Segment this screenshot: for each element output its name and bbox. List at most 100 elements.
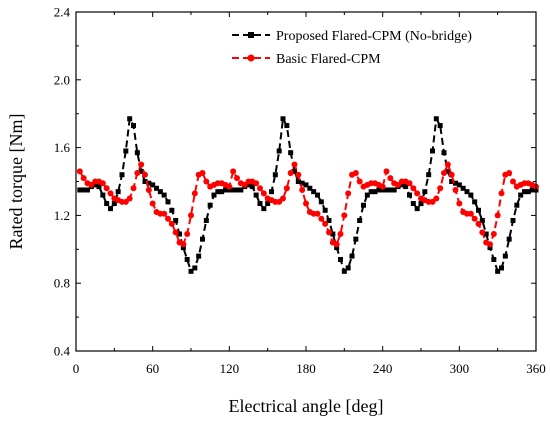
data-point — [76, 168, 83, 175]
data-point — [303, 200, 309, 207]
data-point — [352, 170, 359, 177]
data-point — [410, 201, 416, 207]
data-point — [314, 210, 321, 217]
data-point — [456, 182, 462, 188]
data-point — [510, 178, 516, 185]
data-point — [499, 265, 504, 271]
data-point — [280, 195, 286, 202]
data-point — [460, 185, 466, 191]
data-point — [234, 175, 240, 182]
x-tick-label: 60 — [146, 361, 159, 376]
data-point — [334, 245, 340, 251]
data-point — [445, 168, 451, 174]
data-point — [80, 175, 87, 182]
data-point — [161, 192, 167, 198]
data-point — [287, 170, 294, 177]
data-point — [161, 210, 168, 217]
data-point — [430, 148, 435, 154]
data-point — [284, 123, 290, 129]
data-point — [238, 187, 244, 193]
data-point — [261, 206, 267, 212]
data-point — [303, 182, 309, 188]
data-point — [145, 186, 152, 193]
data-point — [518, 192, 524, 198]
data-point — [92, 182, 98, 188]
data-point — [223, 187, 228, 193]
data-point — [280, 116, 286, 122]
data-point — [361, 202, 366, 208]
data-point — [184, 231, 191, 238]
data-point — [502, 253, 508, 259]
data-point — [471, 215, 478, 222]
data-point — [318, 199, 324, 205]
data-point — [203, 178, 210, 185]
data-point — [315, 192, 320, 198]
data-point — [510, 217, 516, 223]
data-point — [173, 217, 179, 223]
data-point — [410, 185, 417, 192]
data-point — [131, 123, 136, 129]
data-point — [230, 168, 237, 175]
data-point — [226, 187, 232, 193]
data-point — [418, 201, 424, 207]
data-point — [379, 183, 386, 190]
data-point — [506, 236, 512, 242]
data-point — [184, 256, 190, 262]
data-point — [387, 187, 393, 193]
data-point — [341, 212, 348, 219]
data-point — [253, 192, 259, 198]
data-point — [353, 236, 359, 242]
data-point — [380, 187, 386, 193]
data-point — [226, 183, 233, 190]
data-point — [349, 253, 355, 259]
data-point — [192, 265, 198, 271]
data-point — [291, 161, 298, 168]
data-point — [88, 181, 95, 188]
data-point — [288, 150, 294, 156]
data-point — [138, 168, 144, 174]
data-point — [441, 170, 447, 177]
x-tick-label: 120 — [220, 361, 240, 376]
data-point — [191, 190, 198, 197]
legend: Proposed Flared-CPM (No-bridge) Basic Fl… — [232, 29, 472, 67]
data-point — [111, 201, 117, 207]
data-point — [211, 192, 217, 198]
data-point — [138, 161, 145, 168]
data-point — [384, 187, 389, 193]
data-point — [383, 168, 390, 175]
data-point — [318, 215, 325, 222]
data-point — [188, 212, 194, 219]
x-axis-title: Electrical angle [deg] — [229, 396, 384, 416]
data-point — [525, 189, 531, 195]
data-point — [142, 171, 148, 178]
data-point — [326, 229, 332, 236]
data-point — [429, 198, 436, 205]
x-tick-label: 240 — [373, 361, 393, 376]
data-point — [150, 182, 156, 188]
data-point — [230, 187, 236, 193]
data-point — [199, 170, 206, 177]
data-point — [372, 189, 378, 195]
data-point — [283, 185, 290, 192]
data-point — [395, 181, 401, 188]
data-point — [448, 171, 455, 178]
data-point — [311, 189, 317, 195]
data-point — [449, 179, 455, 184]
data-point — [295, 179, 301, 184]
data-point — [483, 231, 489, 237]
y-tick-label: 1.2 — [54, 208, 70, 223]
data-point — [276, 198, 283, 205]
data-point — [433, 116, 439, 122]
data-point — [207, 202, 213, 208]
x-tick-label: 180 — [296, 361, 316, 376]
data-point — [444, 161, 451, 168]
data-point — [142, 179, 148, 184]
data-point — [96, 184, 102, 190]
data-point — [376, 187, 382, 193]
data-point — [475, 220, 482, 227]
data-point — [364, 192, 370, 198]
data-point — [479, 229, 486, 236]
legend-marker — [248, 32, 254, 38]
data-point — [177, 231, 182, 237]
data-point — [337, 231, 344, 238]
